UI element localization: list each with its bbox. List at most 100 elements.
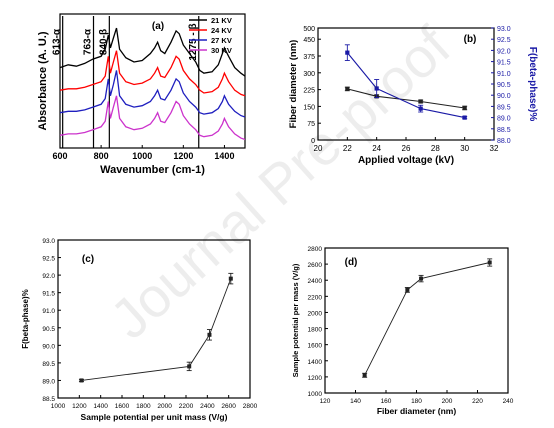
x-tick-label-b: 22 <box>343 144 352 153</box>
data-point-c <box>187 364 192 369</box>
data-point-b <box>418 106 423 111</box>
series-line-30-kv <box>59 95 246 141</box>
y-tick-label-c: 92.5 <box>42 256 55 263</box>
x-tick-label-c: 2000 <box>157 403 172 410</box>
y-tick-label-d: 2800 <box>308 246 323 253</box>
y-tick-label-c: 88.5 <box>42 396 55 403</box>
y2-tick-label-b: 93.0 <box>497 26 511 33</box>
y2-tick-label-b: 91.0 <box>497 71 511 78</box>
annotation-label: 840-β <box>98 29 109 55</box>
x-tick-label-c: 1000 <box>51 403 66 410</box>
y-tick-label-d: 1600 <box>308 343 323 350</box>
plot-frame-a <box>59 13 246 149</box>
y-tick-label-b: 500 <box>303 26 315 33</box>
y-axis-label-c: F(beta-phase)% <box>21 289 30 349</box>
y-tick-label-d: 1000 <box>308 391 323 398</box>
y-tick-label-b: 225 <box>303 88 315 95</box>
legend-label: 21 KV <box>211 16 232 25</box>
legend-label: 24 KV <box>211 26 232 35</box>
series-line-24-kv <box>59 50 246 97</box>
x-tick-label-d: 160 <box>381 398 392 405</box>
x-axis-label-b: Applied voltage (kV) <box>358 155 454 166</box>
panel-label-c: (c) <box>82 254 94 265</box>
x-tick-label-c: 1800 <box>136 403 151 410</box>
data-point-c <box>79 378 84 383</box>
x-tick-label-d: 200 <box>442 398 453 405</box>
y-tick-label-b: 0 <box>311 138 315 145</box>
x-tick-label-a: 1000 <box>132 151 152 161</box>
x-tick-label-c: 1400 <box>93 403 108 410</box>
annotation-label: 1275 - β <box>188 23 199 60</box>
x-tick-label-c: 2200 <box>179 403 194 410</box>
y2-axis-label-b: F(beta-phase)% <box>527 47 538 122</box>
y-axis-label-d: Sample potential per mass (V/g) <box>291 263 300 377</box>
y-tick-label-c: 92.0 <box>42 273 55 280</box>
plot-frame-c <box>57 239 251 399</box>
data-point-b <box>345 50 350 55</box>
data-point-d <box>419 276 424 281</box>
y-axis-label-a: Absorbance (A. U.) <box>37 31 49 130</box>
y-tick-label-c: 90.5 <box>42 326 55 333</box>
series-line-c <box>81 278 232 381</box>
x-tick-label-b: 24 <box>372 144 381 153</box>
y2-tick-label-b: 90.0 <box>497 93 511 100</box>
y-tick-label-d: 2400 <box>308 278 323 285</box>
x-tick-label-c: 2400 <box>200 403 215 410</box>
x-tick-label-c: 2600 <box>221 403 236 410</box>
x-axis-label-a: Wavenumber (cm-1) <box>100 164 205 176</box>
x-tick-label-d: 140 <box>350 398 361 405</box>
y-tick-label-d: 1200 <box>308 375 323 382</box>
y-tick-label-b: 300 <box>303 71 315 78</box>
y2-tick-label-b: 90.5 <box>497 82 511 89</box>
y-tick-label-b: 150 <box>303 104 315 111</box>
y2-tick-label-b: 88.0 <box>497 138 511 145</box>
y-tick-label-c: 90.0 <box>42 343 55 350</box>
legend-label: 27 KV <box>211 36 232 45</box>
y-tick-label-d: 1400 <box>308 359 323 366</box>
series-line-21-kv <box>59 27 246 77</box>
series-line-d <box>364 262 490 376</box>
panel-label-b: (b) <box>464 34 477 45</box>
data-point-b <box>374 86 379 91</box>
x-tick-label-a: 800 <box>94 151 109 161</box>
y-axis-label-b: Fiber diameter (nm) <box>288 40 299 129</box>
series-line-27-kv <box>59 70 246 118</box>
x-axis-label-d: Fiber diameter (nm) <box>377 406 457 416</box>
data-point-d <box>405 287 410 292</box>
y-tick-label-c: 89.5 <box>42 361 55 368</box>
y2-tick-label-b: 92.0 <box>497 48 511 55</box>
y2-tick-label-b: 88.5 <box>497 127 511 134</box>
y-tick-label-b: 75 <box>307 121 315 128</box>
x-tick-label-c: 2800 <box>243 403 258 410</box>
x-axis-label-c: Sample potential per unit mass (V/g) <box>81 412 228 422</box>
y-tick-label-d: 2600 <box>308 262 323 269</box>
panel-label-a: (a) <box>152 21 164 32</box>
y2-tick-label-b: 89.0 <box>497 116 511 123</box>
series-line-b-right <box>346 52 465 119</box>
data-point-b <box>418 99 423 104</box>
data-point-c <box>228 276 233 281</box>
y-tick-label-c: 91.0 <box>42 308 55 315</box>
y2-tick-label-b: 92.5 <box>497 37 511 44</box>
x-tick-label-b: 26 <box>402 144 411 153</box>
y-tick-label-d: 2000 <box>308 310 323 317</box>
y-tick-label-c: 93.0 <box>42 238 55 245</box>
annotation-label: 763-α <box>83 28 94 55</box>
data-point-b <box>462 115 467 120</box>
x-tick-label-a: 1200 <box>173 151 193 161</box>
x-tick-label-d: 240 <box>503 398 514 405</box>
x-tick-label-c: 1200 <box>72 403 87 410</box>
y2-tick-label-b: 91.5 <box>497 60 511 67</box>
panel-label-d: (d) <box>345 257 358 268</box>
x-tick-label-c: 1600 <box>115 403 130 410</box>
legend-label: 30 KV <box>211 46 232 55</box>
y-tick-label-d: 1800 <box>308 327 323 334</box>
y-tick-label-c: 91.5 <box>42 291 55 298</box>
y2-tick-label-b: 89.5 <box>497 104 511 111</box>
x-tick-label-d: 180 <box>411 398 422 405</box>
x-tick-label-b: 28 <box>431 144 440 153</box>
y-tick-label-d: 2200 <box>308 294 323 301</box>
x-tick-label-d: 120 <box>320 398 331 405</box>
y-tick-label-c: 89.0 <box>42 378 55 385</box>
